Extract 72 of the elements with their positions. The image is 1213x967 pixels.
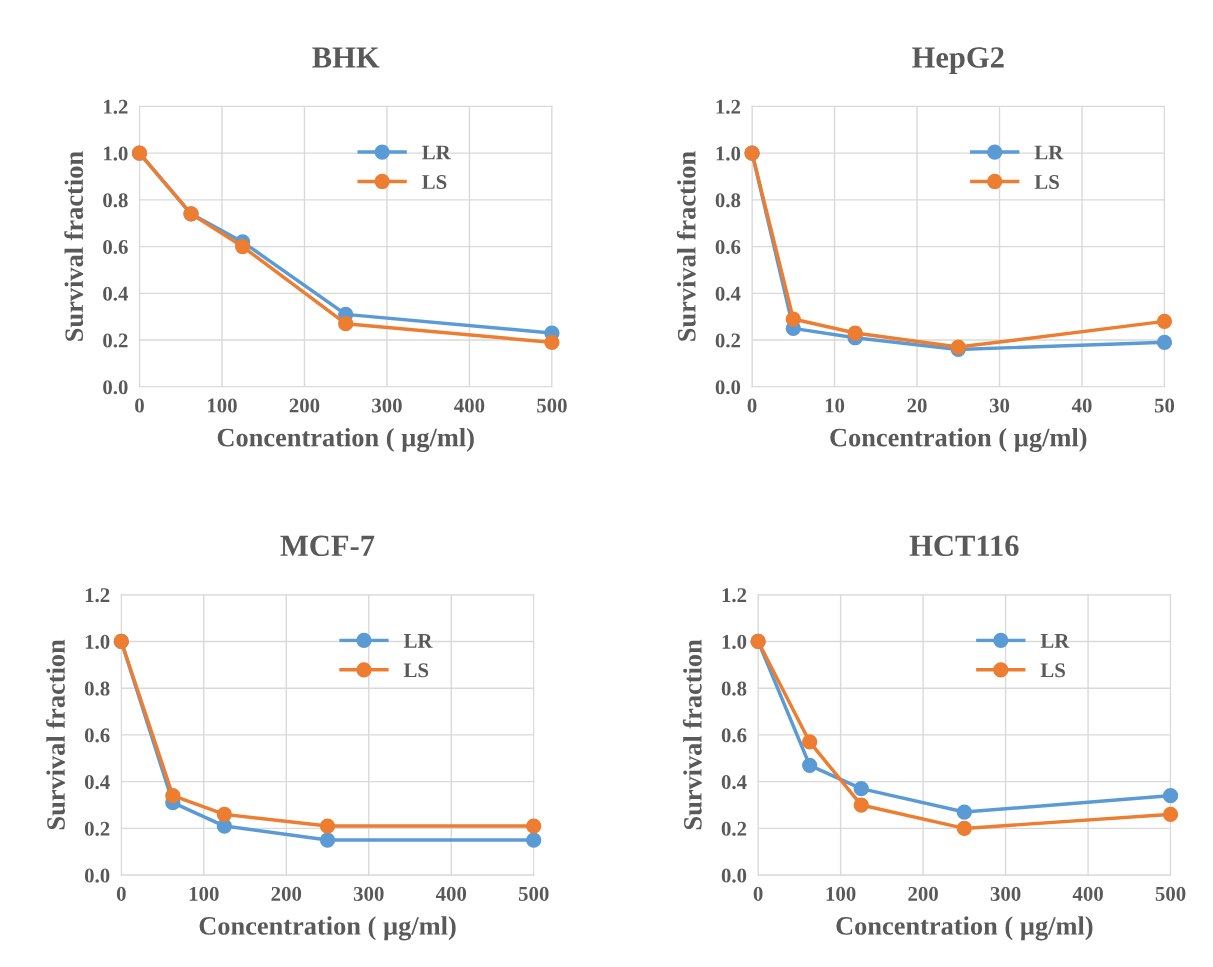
y-tick-label: 0.4 xyxy=(715,286,741,301)
x-tick-label: 20 xyxy=(907,398,927,413)
legend-label: LR xyxy=(422,145,451,160)
legend-label: LS xyxy=(1034,174,1059,189)
x-axis-title: Concentration ( µg/ml) xyxy=(830,427,1087,453)
y-axis-title: Survival fraction xyxy=(46,639,65,830)
x-tick-label: 0 xyxy=(753,886,763,901)
x-tick-label: 500 xyxy=(1155,886,1186,901)
y-axis-title: Survival fraction xyxy=(682,639,702,830)
legend-label: LS xyxy=(403,663,429,678)
y-tick-label: 0.6 xyxy=(103,239,128,255)
y-tick-label: 1.0 xyxy=(722,634,747,649)
y-tick-label: 0.8 xyxy=(103,193,128,208)
y-tick-label: 0.4 xyxy=(721,775,747,790)
y-tick-label: 1.2 xyxy=(716,99,741,114)
legend-label: LS xyxy=(422,174,447,189)
x-tick-label: 200 xyxy=(908,886,938,901)
x-tick-label: 300 xyxy=(372,398,402,413)
y-tick-label: 0.2 xyxy=(84,821,110,836)
x-tick-label: 40 xyxy=(1071,398,1092,413)
y-tick-label: 0.4 xyxy=(84,775,110,790)
y-tick-label: 0.8 xyxy=(84,681,110,696)
x-tick-label: 0 xyxy=(747,398,757,413)
x-tick-label: 500 xyxy=(518,886,549,901)
y-tick-label: 0.0 xyxy=(721,868,747,883)
legend-label: LR xyxy=(1040,634,1070,648)
y-tick-label: 0.2 xyxy=(715,333,741,348)
x-tick-label: 400 xyxy=(1072,886,1103,901)
y-tick-label: 0.2 xyxy=(103,333,128,348)
y-tick-label: 0.6 xyxy=(721,728,747,743)
x-tick-label: 10 xyxy=(825,398,845,413)
legend-label: LR xyxy=(1034,145,1064,160)
x-axis-title: Concentration ( µg/ml) xyxy=(217,427,474,453)
x-tick-label: 30 xyxy=(989,398,1010,413)
y-axis-title: Survival fraction xyxy=(64,151,84,341)
y-tick-label: 0.4 xyxy=(103,286,128,301)
x-tick-label: 50 xyxy=(1154,398,1175,413)
y-axis-title: Survival fraction xyxy=(676,151,696,341)
y-tick-label: 0.0 xyxy=(715,380,741,395)
y-tick-label: 1.2 xyxy=(85,588,110,603)
y-tick-label: 1.0 xyxy=(104,146,128,161)
x-tick-label: 100 xyxy=(826,886,856,901)
x-tick-label: 300 xyxy=(353,886,384,901)
y-tick-label: 0.2 xyxy=(721,821,747,836)
x-tick-label: 400 xyxy=(454,398,485,413)
x-axis-title: Concentration ( µg/ml) xyxy=(199,916,456,941)
x-tick-label: 0 xyxy=(116,886,126,901)
chart-title: HepG2 xyxy=(912,47,1004,74)
y-tick-label: 0.8 xyxy=(721,681,747,696)
y-tick-label: 0.6 xyxy=(84,728,110,743)
y-tick-label: 1.2 xyxy=(722,588,747,603)
x-tick-label: 200 xyxy=(271,886,302,901)
y-tick-label: 1.0 xyxy=(716,146,741,161)
x-tick-label: 300 xyxy=(990,886,1021,901)
legend-label: LS xyxy=(1040,663,1065,678)
x-tick-label: 500 xyxy=(537,398,567,413)
y-tick-label: 0.8 xyxy=(715,193,741,208)
x-tick-label: 100 xyxy=(208,398,237,413)
chart-title: MCF-7 xyxy=(280,535,375,557)
chart-title: HCT116 xyxy=(909,535,1019,557)
x-tick-label: 0 xyxy=(135,398,144,413)
y-tick-label: 0.0 xyxy=(103,380,128,395)
x-tick-label: 400 xyxy=(435,886,467,901)
legend-label: LR xyxy=(403,634,433,648)
x-tick-label: 200 xyxy=(289,398,320,413)
y-tick-label: 0.6 xyxy=(715,239,741,255)
y-tick-label: 1.0 xyxy=(85,634,110,649)
y-tick-label: 0.0 xyxy=(84,868,110,883)
x-tick-label: 100 xyxy=(189,886,219,901)
y-tick-label: 1.2 xyxy=(104,99,128,114)
x-axis-title: Concentration ( µg/ml) xyxy=(836,916,1093,941)
chart-title: BHK xyxy=(312,47,380,68)
